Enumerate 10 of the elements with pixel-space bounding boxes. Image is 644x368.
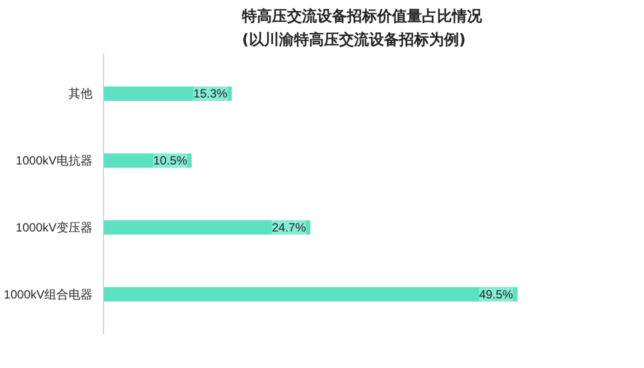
y-tick-label: 其他 bbox=[68, 86, 92, 101]
data-label: 15.3% bbox=[193, 86, 228, 101]
chart-title: 特高压交流设备招标价值量占比情况 (以川渝特高压交流设备招标为例) bbox=[241, 7, 483, 48]
data-label: 10.5% bbox=[153, 154, 188, 168]
data-label: 24.7% bbox=[272, 220, 306, 234]
y-tick-label: 1000kV组合电器 bbox=[4, 287, 93, 302]
y-tick-label: 1000kV变压器 bbox=[16, 220, 93, 234]
bar bbox=[104, 287, 518, 302]
y-tick-label: 1000kV电抗器 bbox=[16, 154, 93, 168]
data-label: 49.5% bbox=[479, 287, 514, 302]
